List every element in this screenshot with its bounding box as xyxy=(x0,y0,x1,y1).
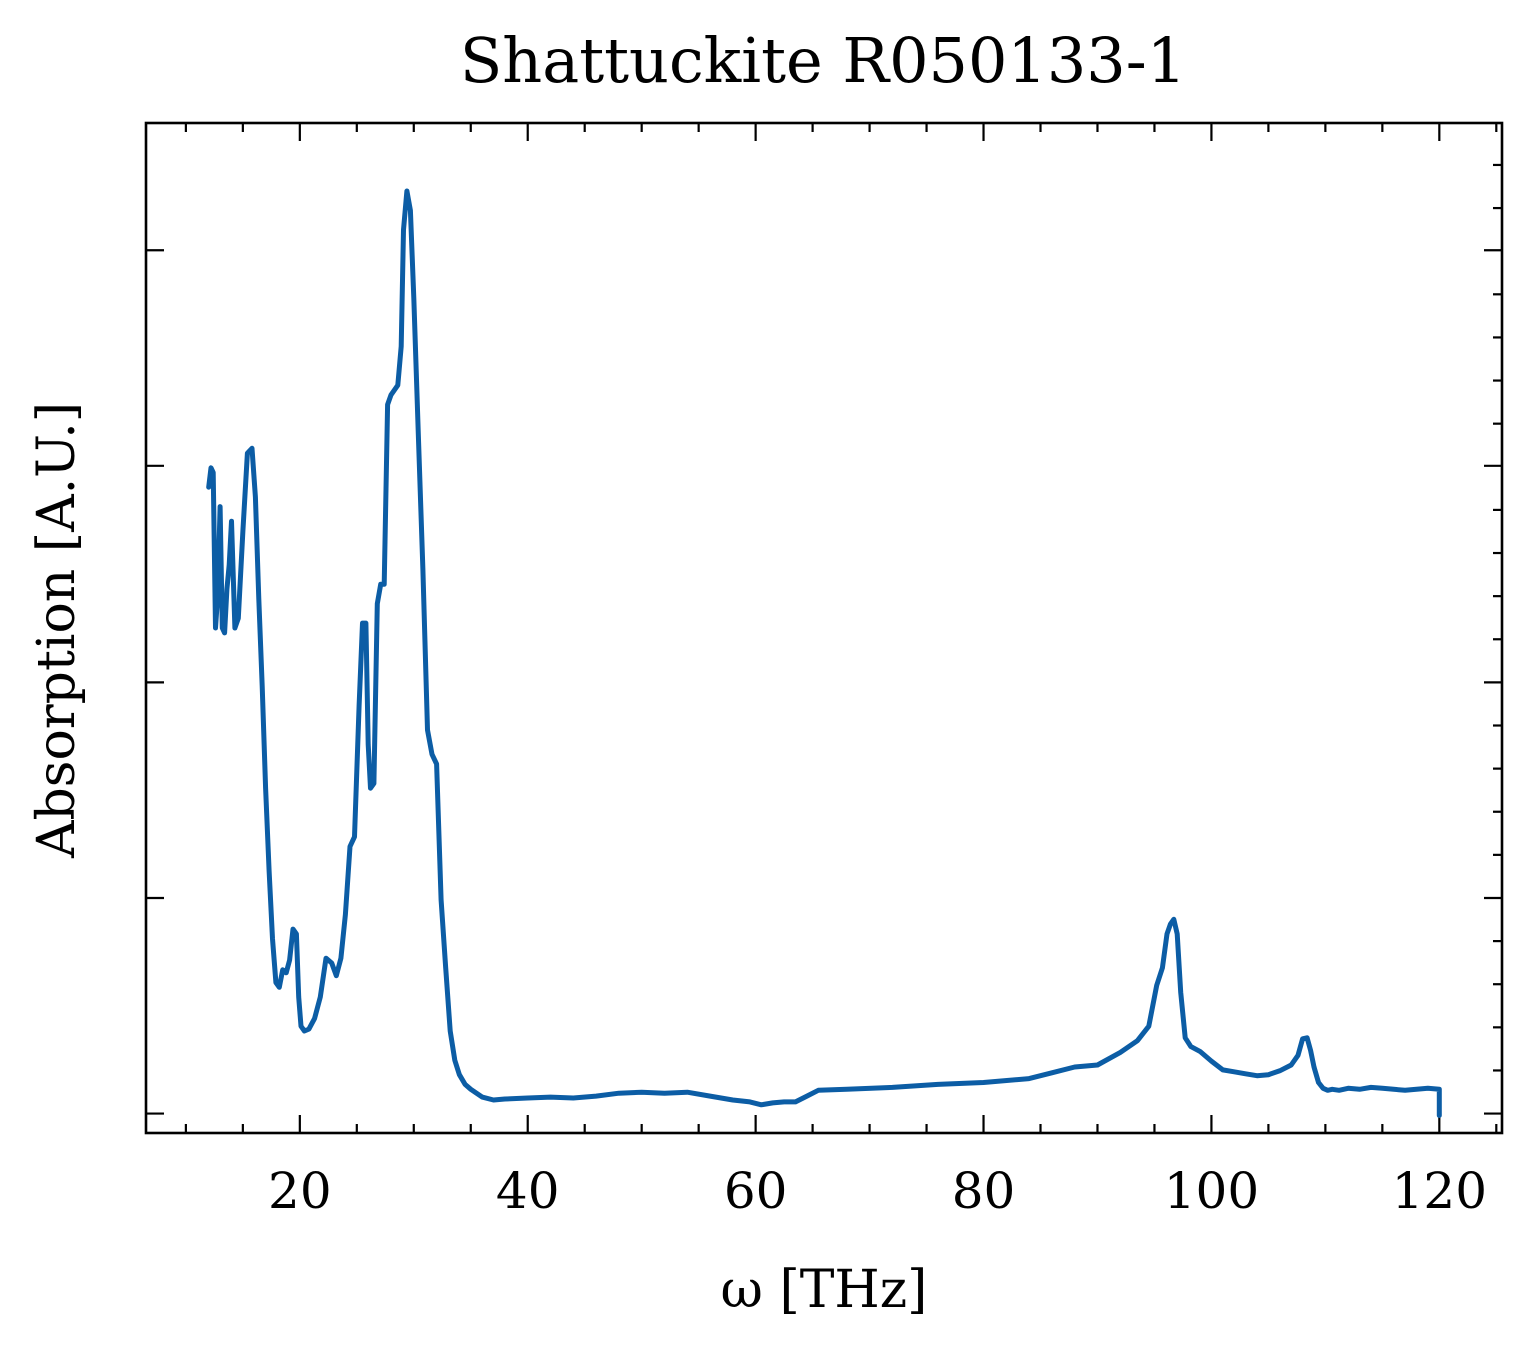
x-tick-labels: 20 40 60 80 100 120 xyxy=(268,1162,1487,1220)
x-tick-label: 80 xyxy=(952,1162,1016,1220)
minor-ticks xyxy=(184,123,1502,1133)
x-tick-label: 120 xyxy=(1392,1162,1487,1220)
y-axis-label: Absorption [A.U.] xyxy=(27,402,87,859)
x-tick-label: 40 xyxy=(496,1162,560,1220)
plot-frame xyxy=(144,121,1504,1135)
x-tick-label: 100 xyxy=(1164,1162,1259,1220)
x-axis-label: ω [THz] xyxy=(721,1260,928,1320)
major-ticks xyxy=(146,123,1502,1133)
x-tick-label: 20 xyxy=(268,1162,332,1220)
chart-title: Shattuckite R050133-1 xyxy=(460,24,1186,97)
x-tick-label: 60 xyxy=(724,1162,788,1220)
series-line xyxy=(206,188,1442,1118)
